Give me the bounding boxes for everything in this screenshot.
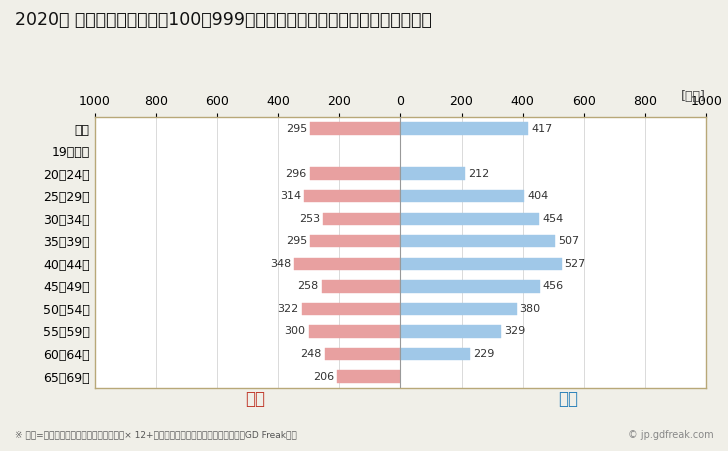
Text: 456: 456 bbox=[543, 281, 564, 291]
Bar bbox=[310, 122, 400, 135]
Bar bbox=[310, 235, 400, 248]
Text: 507: 507 bbox=[558, 236, 579, 246]
Text: 295: 295 bbox=[286, 236, 307, 246]
Bar bbox=[400, 303, 517, 315]
Text: 417: 417 bbox=[531, 124, 553, 133]
Text: 248: 248 bbox=[300, 349, 322, 359]
Text: 300: 300 bbox=[285, 327, 306, 336]
Text: 348: 348 bbox=[269, 259, 291, 269]
Text: 206: 206 bbox=[313, 372, 334, 382]
Bar bbox=[400, 280, 540, 293]
Bar bbox=[400, 348, 470, 360]
Text: 男性: 男性 bbox=[558, 390, 578, 408]
Text: 329: 329 bbox=[504, 327, 526, 336]
Text: [万円]: [万円] bbox=[681, 90, 706, 103]
Bar bbox=[400, 190, 524, 202]
Text: 454: 454 bbox=[542, 214, 563, 224]
Text: 2020年 民間企業（従業者数100〜999人）フルタイム労働者の男女別平均年収: 2020年 民間企業（従業者数100〜999人）フルタイム労働者の男女別平均年収 bbox=[15, 11, 431, 29]
Text: © jp.gdfreak.com: © jp.gdfreak.com bbox=[628, 430, 713, 440]
Bar bbox=[400, 235, 555, 248]
Bar bbox=[325, 348, 400, 360]
Bar bbox=[400, 325, 501, 338]
Text: 258: 258 bbox=[297, 281, 318, 291]
Bar bbox=[309, 325, 400, 338]
Text: 229: 229 bbox=[473, 349, 495, 359]
Text: 527: 527 bbox=[565, 259, 586, 269]
Text: 295: 295 bbox=[286, 124, 307, 133]
Bar bbox=[294, 258, 400, 270]
Bar bbox=[323, 212, 400, 225]
Bar bbox=[310, 167, 400, 180]
Bar bbox=[400, 122, 528, 135]
Bar bbox=[302, 303, 400, 315]
Text: 女性: 女性 bbox=[245, 390, 265, 408]
Text: 296: 296 bbox=[285, 169, 306, 179]
Bar bbox=[304, 190, 400, 202]
Bar bbox=[337, 370, 400, 383]
Text: 380: 380 bbox=[520, 304, 541, 314]
Bar bbox=[400, 258, 561, 270]
Text: ※ 年収=「きまって支給する現金給与額」× 12+「年間賞与その他特別給与額」としてGD Freak推計: ※ 年収=「きまって支給する現金給与額」× 12+「年間賞与その他特別給与額」と… bbox=[15, 431, 296, 440]
Text: 212: 212 bbox=[468, 169, 489, 179]
Bar bbox=[400, 167, 465, 180]
Text: 314: 314 bbox=[280, 191, 301, 201]
Bar bbox=[322, 280, 400, 293]
Bar bbox=[400, 212, 539, 225]
Text: 253: 253 bbox=[299, 214, 320, 224]
Text: 404: 404 bbox=[527, 191, 548, 201]
Text: 322: 322 bbox=[277, 304, 299, 314]
